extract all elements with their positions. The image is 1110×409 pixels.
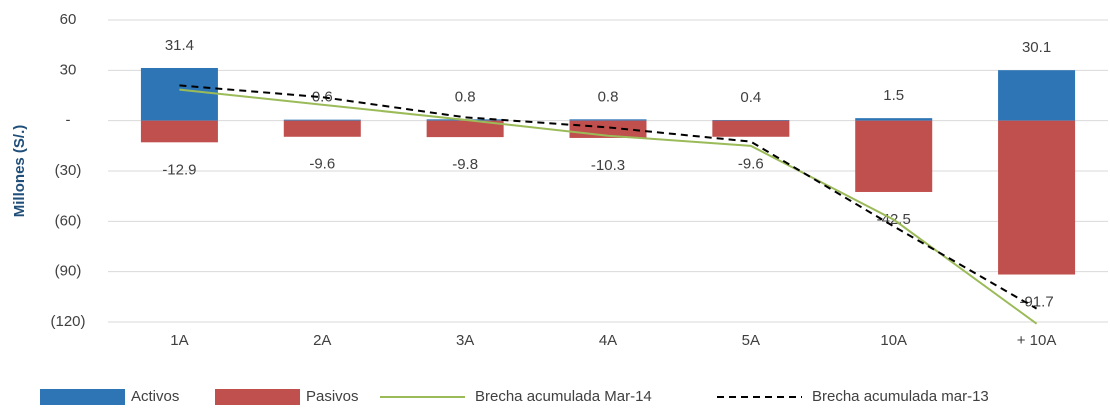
value-label: -10.3	[591, 157, 625, 174]
y-tick-label: (90)	[55, 263, 82, 280]
bar	[569, 119, 647, 121]
bar	[140, 67, 218, 121]
x-tick-label: + 10A	[1017, 332, 1057, 349]
legend-label: Pasivos	[306, 388, 359, 405]
x-tick-label: 4A	[599, 332, 617, 349]
value-label: 0.6	[312, 89, 333, 106]
bar	[712, 120, 790, 137]
value-label: 30.1	[1022, 39, 1051, 56]
value-label: -9.8	[452, 156, 478, 173]
value-label: -91.7	[1019, 293, 1053, 310]
x-tick-label: 2A	[313, 332, 331, 349]
bar	[998, 70, 1076, 121]
value-label: 0.8	[598, 88, 619, 105]
bar	[998, 120, 1076, 275]
y-tick-label: 30	[60, 61, 77, 78]
legend-label: Brecha acumulada mar-13	[812, 388, 989, 405]
legend-swatch	[40, 389, 125, 405]
bar	[140, 120, 218, 143]
bar	[855, 118, 933, 121]
y-tick-label: (60)	[55, 212, 82, 229]
bar	[283, 119, 361, 121]
value-label: -12.9	[162, 161, 196, 178]
value-label: 1.5	[883, 87, 904, 104]
y-tick-label: -	[66, 112, 71, 129]
x-tick-label: 3A	[456, 332, 474, 349]
bar	[283, 120, 361, 137]
y-tick-label: (30)	[55, 162, 82, 179]
y-tick-label: 60	[60, 11, 77, 28]
x-tick-label: 10A	[880, 332, 907, 349]
value-label: -9.6	[738, 156, 764, 173]
y-tick-label: (120)	[50, 313, 85, 330]
value-label: -9.6	[309, 156, 335, 173]
value-label: 0.4	[740, 89, 761, 106]
bar	[426, 120, 504, 138]
bar	[855, 120, 933, 192]
x-tick-label: 1A	[170, 332, 188, 349]
x-tick-label: 5A	[742, 332, 760, 349]
line	[179, 88, 1038, 325]
value-label: 31.4	[165, 37, 194, 54]
legend-swatch	[215, 389, 300, 405]
value-label: 0.8	[455, 88, 476, 105]
legend-label: Brecha acumulada Mar-14	[475, 388, 652, 405]
y-axis-title: Millones (S/.)	[11, 125, 28, 218]
bar	[712, 119, 790, 121]
legend-label: Activos	[131, 388, 179, 405]
